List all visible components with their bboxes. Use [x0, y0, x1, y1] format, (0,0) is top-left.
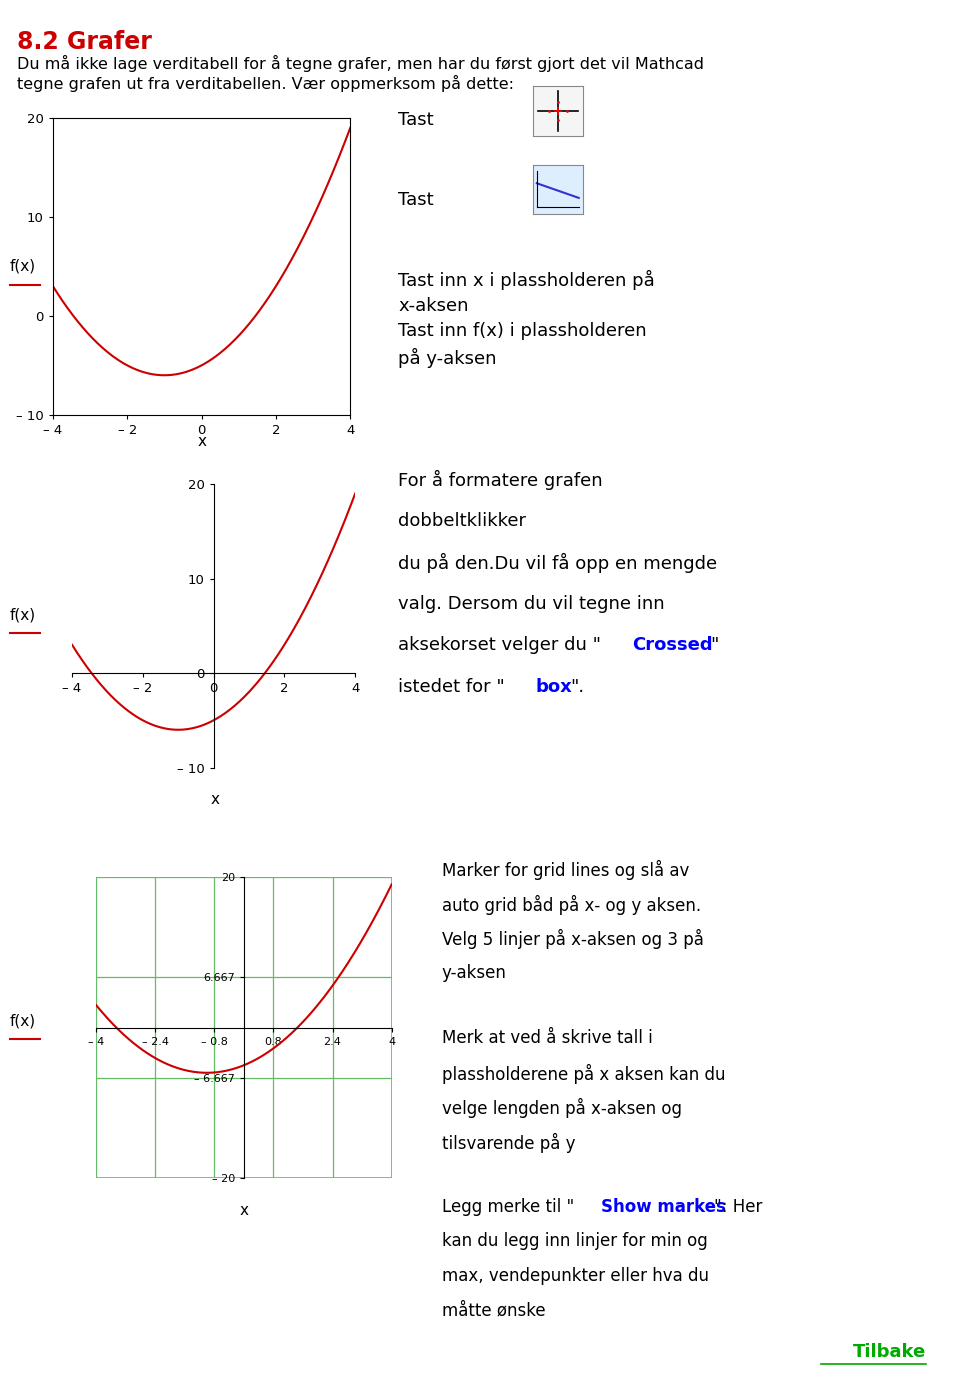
- Text: f(x): f(x): [10, 259, 36, 272]
- Text: For å formatere grafen: For å formatere grafen: [398, 470, 603, 491]
- Text: Legg merke til ": Legg merke til ": [442, 1198, 574, 1216]
- Text: Show markes: Show markes: [601, 1198, 726, 1216]
- Text: kan du legg inn linjer for min og: kan du legg inn linjer for min og: [442, 1232, 708, 1250]
- Text: x: x: [210, 792, 220, 808]
- Text: ": Her: ": Her: [714, 1198, 762, 1216]
- Text: Du må ikke lage verditabell for å tegne grafer, men har du først gjort det vil M: Du må ikke lage verditabell for å tegne …: [17, 55, 705, 93]
- Text: istedet for ": istedet for ": [398, 678, 505, 696]
- Text: Tast: Tast: [398, 111, 434, 129]
- Text: måtte ønske: måtte ønske: [442, 1301, 545, 1319]
- Text: velge lengden på x-aksen og: velge lengden på x-aksen og: [442, 1098, 682, 1119]
- Text: Merk at ved å skrive tall i: Merk at ved å skrive tall i: [442, 1029, 653, 1047]
- Text: du på den.Du vil få opp en mengde: du på den.Du vil få opp en mengde: [398, 553, 717, 574]
- Text: Tilbake: Tilbake: [853, 1343, 926, 1361]
- Text: Velg 5 linjer på x-aksen og 3 på: Velg 5 linjer på x-aksen og 3 på: [442, 929, 704, 950]
- Text: f(x): f(x): [10, 609, 36, 622]
- Text: x: x: [197, 434, 206, 449]
- Text: tilsvarende på y: tilsvarende på y: [442, 1133, 575, 1153]
- Text: Tast inn x i plassholderen på
x-aksen
Tast inn f(x) i plassholderen
på y-aksen: Tast inn x i plassholderen på x-aksen Ta…: [398, 270, 655, 368]
- Text: 8.2 Grafer: 8.2 Grafer: [17, 30, 152, 54]
- Text: ": ": [710, 636, 719, 654]
- Text: Marker for grid lines og slå av: Marker for grid lines og slå av: [442, 860, 689, 881]
- Text: f(x): f(x): [10, 1014, 36, 1028]
- Text: y-aksen: y-aksen: [442, 964, 507, 982]
- Text: auto grid båd på x- og y aksen.: auto grid båd på x- og y aksen.: [442, 895, 701, 916]
- Text: box: box: [536, 678, 572, 696]
- Text: x: x: [239, 1203, 249, 1218]
- Text: max, vendepunkter eller hva du: max, vendepunkter eller hva du: [442, 1267, 708, 1285]
- Text: ".: ".: [570, 678, 585, 696]
- Text: valg. Dersom du vil tegne inn: valg. Dersom du vil tegne inn: [398, 595, 665, 613]
- Text: Crossed: Crossed: [632, 636, 712, 654]
- Text: dobbeltklikker: dobbeltklikker: [398, 512, 526, 530]
- Text: aksekorset velger du ": aksekorset velger du ": [398, 636, 601, 654]
- Text: Tast: Tast: [398, 191, 434, 209]
- Text: plassholderene på x aksen kan du: plassholderene på x aksen kan du: [442, 1064, 725, 1084]
